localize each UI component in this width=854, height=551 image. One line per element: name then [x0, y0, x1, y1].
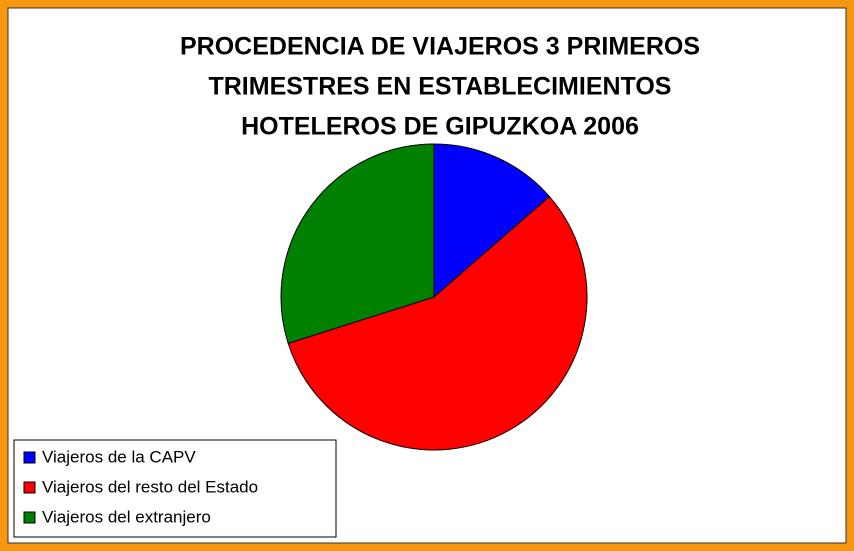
legend-items: Viajeros de la CAPV Viajeros del resto de… — [23, 447, 258, 526]
legend-swatch — [23, 451, 36, 464]
legend-swatch — [23, 511, 36, 524]
legend-label: Viajeros del resto del Estado — [42, 477, 258, 496]
pie-slice — [433, 143, 551, 299]
pie — [280, 143, 588, 451]
legend-label: Viajeros de la CAPV — [42, 447, 196, 466]
chart-title: PROCEDENCIA DE VIAJEROS 3 PRIMEROS — [180, 33, 700, 61]
pie-slice — [280, 143, 435, 344]
legend — [13, 439, 337, 538]
legend-label: Viajeros del extranjero — [42, 507, 211, 526]
legend-swatch — [23, 481, 36, 494]
chart-title: HOTELEROS DE GIPUZKOA 2006 — [241, 113, 639, 141]
pie-slice — [287, 195, 588, 451]
chart-title: TRIMESTRES EN ESTABLECIMIENTOS — [208, 73, 671, 101]
